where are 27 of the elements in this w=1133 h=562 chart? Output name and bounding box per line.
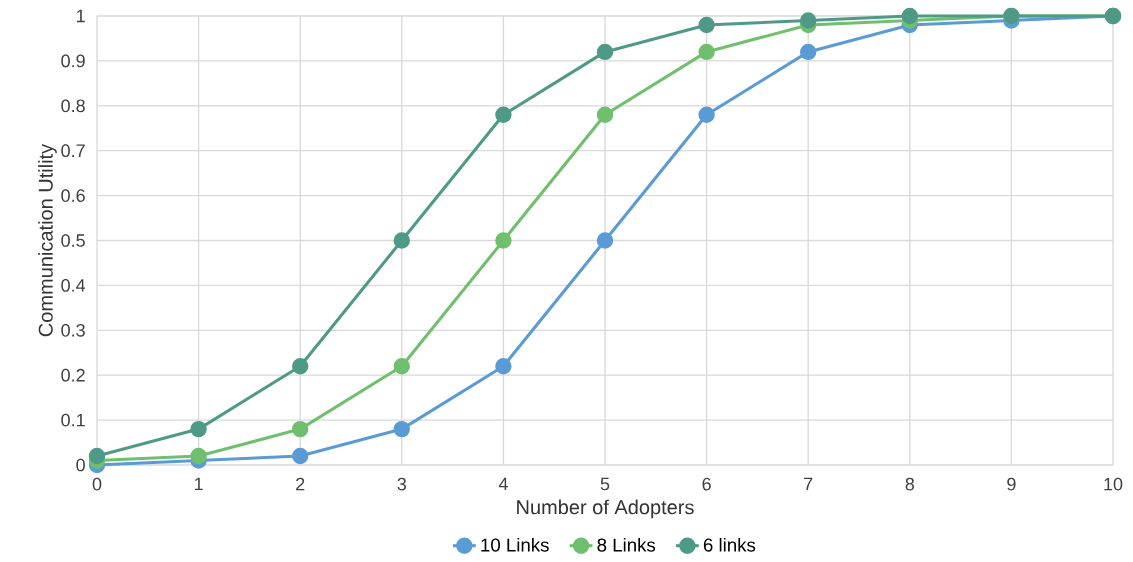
y-tick-label: 0.9 [61,54,85,68]
y-tick-label: 0.2 [61,368,85,382]
y-axis-title: Communication Utility [38,143,57,337]
x-tick-label: 3 [397,477,407,491]
y-tick-label: 0.3 [61,323,85,337]
y-tick-label: 0.7 [61,144,85,158]
legend-label: 10 Links [481,537,549,552]
x-axis-title: Number of Adopters [517,499,694,519]
x-tick-label: 2 [296,477,305,491]
y-tick-label: 0.8 [61,99,85,113]
x-tick-label: 4 [498,477,508,491]
legend-label: 6 links [703,537,756,552]
y-tick-label: 0.4 [61,279,86,292]
y-tick-label: 0.1 [61,413,85,427]
x-tick-label: 0 [92,477,102,491]
x-tick-label: 10 [1104,477,1123,491]
y-tick-label: 1 [76,9,85,23]
x-tick-label: 7 [804,477,813,491]
x-tick-label: 6 [702,477,711,491]
x-tick-label: 9 [1007,477,1016,491]
x-tick-label: 5 [600,477,610,491]
x-tick-label: 8 [905,477,915,491]
x-tick-label: 1 [194,477,203,491]
y-tick-label: 0.5 [61,234,85,247]
y-tick-label: 0.6 [61,189,85,202]
legend-label: 8 Links [597,537,656,552]
y-tick-label: 0 [76,458,85,472]
